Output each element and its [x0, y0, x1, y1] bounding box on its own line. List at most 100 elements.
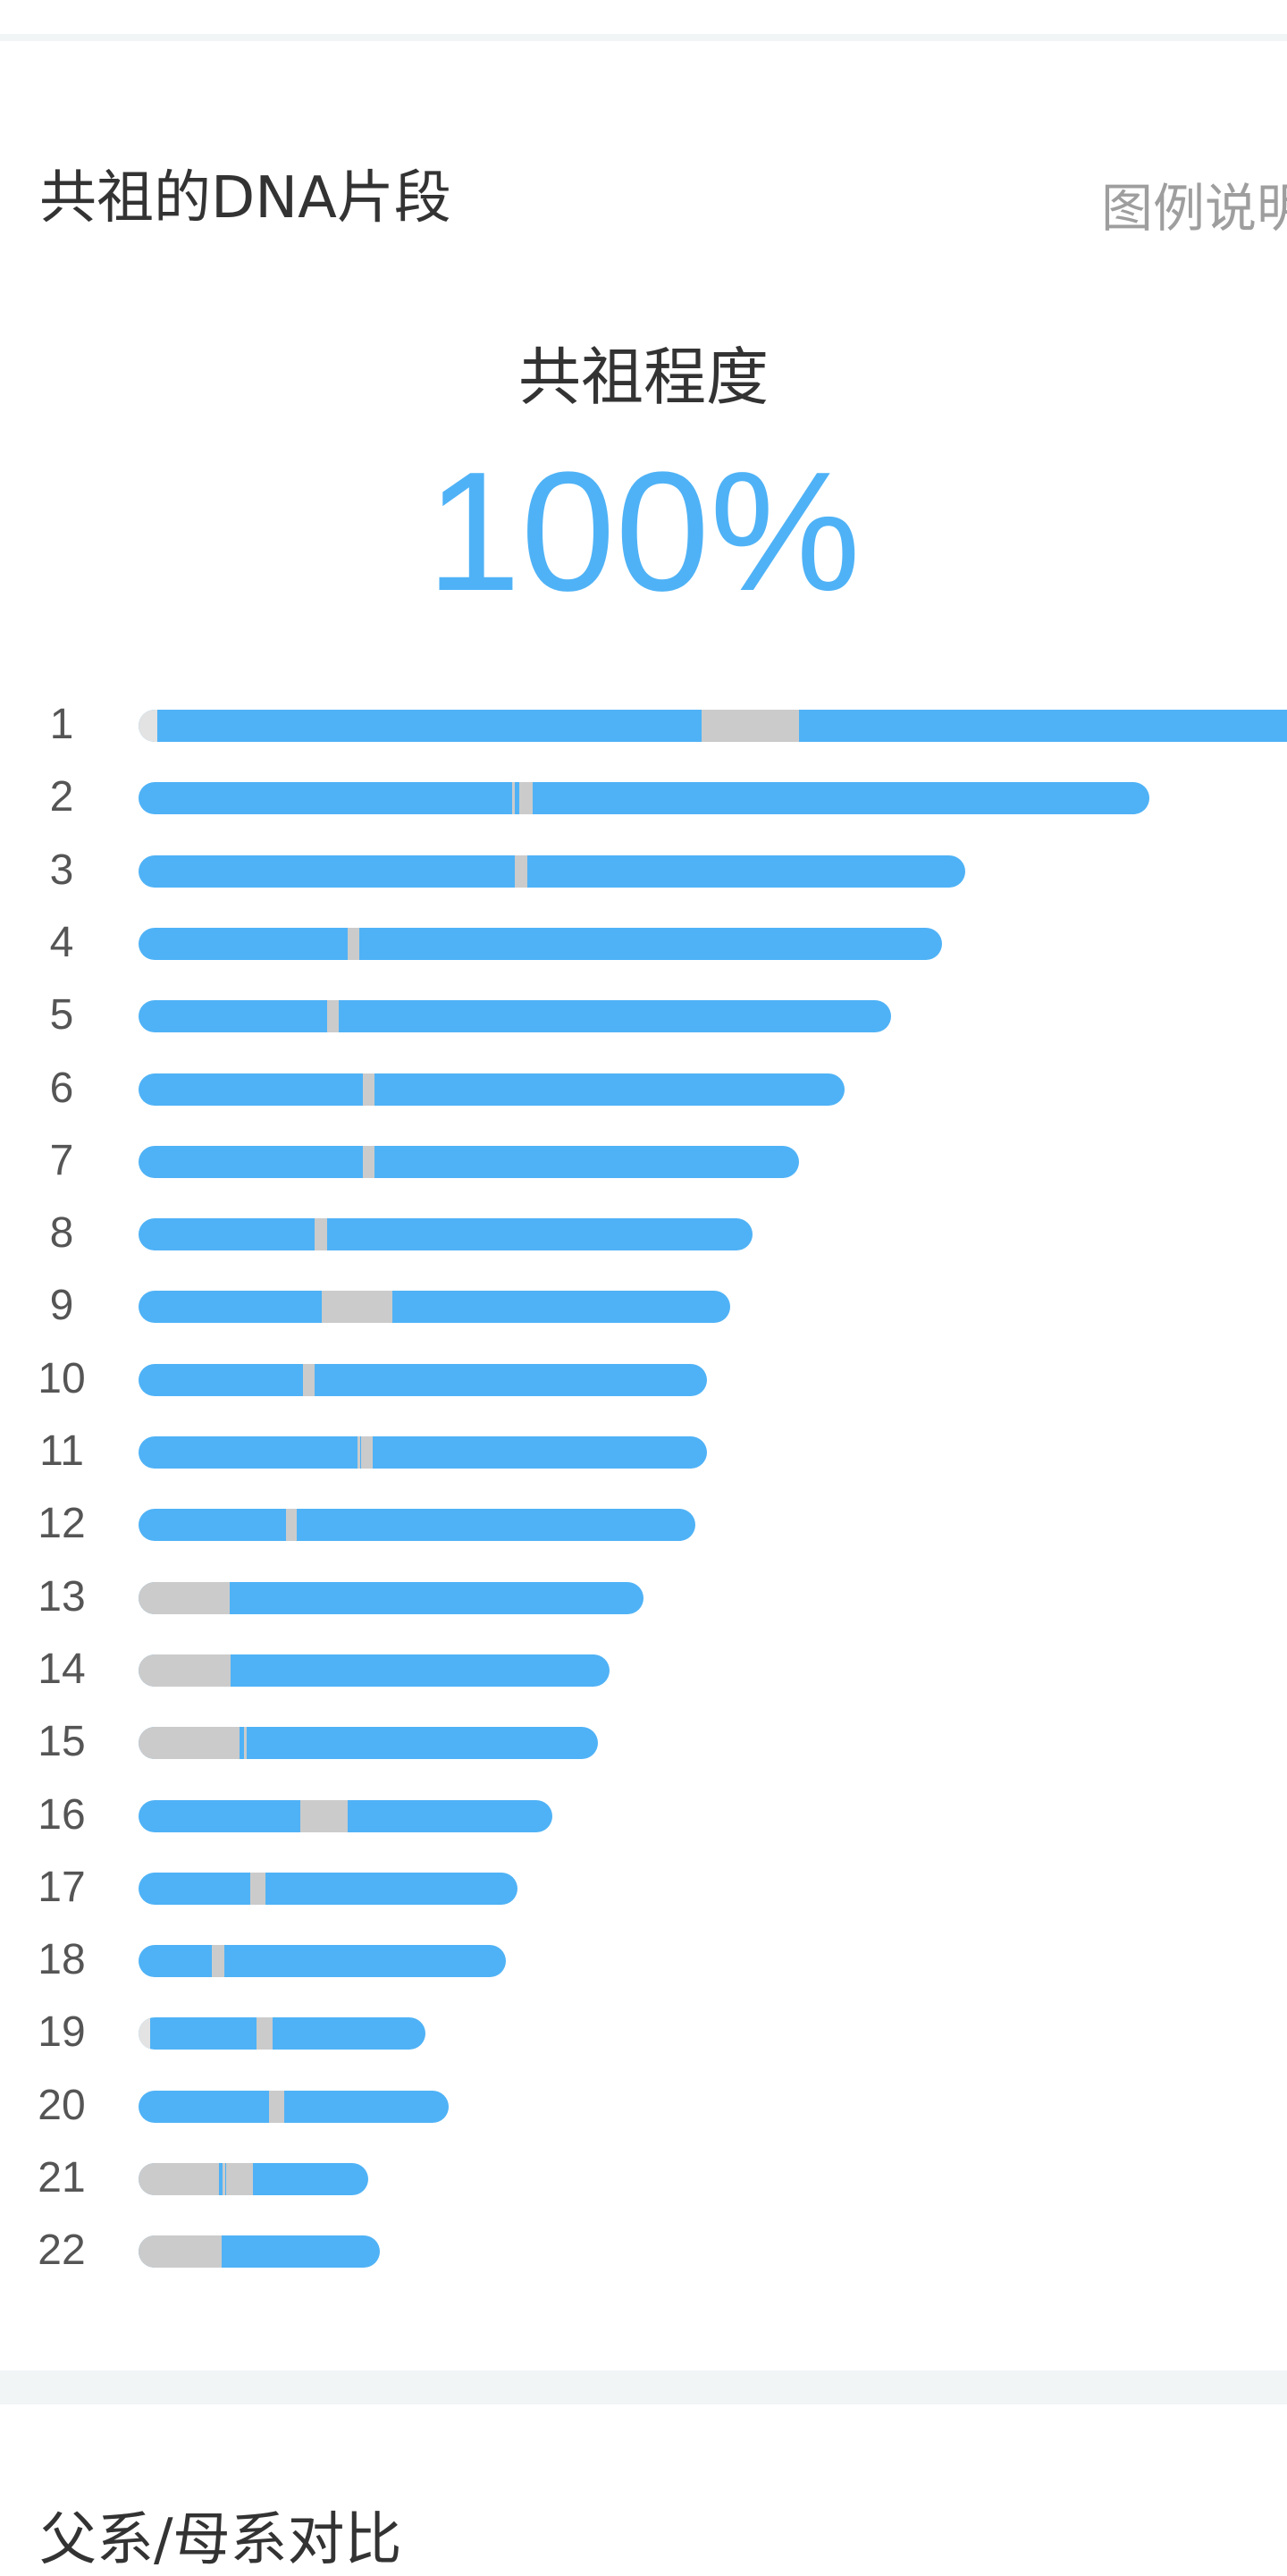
chromosome-row: 19: [0, 2005, 1287, 2060]
chromosome-label: 21: [38, 2154, 86, 2201]
chromosome-label: 18: [38, 1936, 86, 1984]
unshared-segment: [327, 1000, 339, 1033]
chromosome-row: 22: [0, 2223, 1287, 2278]
chromosome-bar: [139, 2090, 449, 2123]
chromosome-row: 14: [0, 1642, 1287, 1697]
unshared-segment: [512, 782, 515, 815]
paternal-maternal-title: 父系/母系对比: [39, 2507, 402, 2573]
chromosome-bar: [139, 1218, 753, 1251]
unshared-segment: [139, 1654, 231, 1687]
chromosome-row: 6: [0, 1061, 1287, 1116]
chromosome-bar: [139, 1145, 799, 1178]
chromosome-label: 19: [38, 2008, 86, 2057]
chromosome-row: 2: [0, 770, 1287, 825]
unshared-segment: [515, 854, 527, 888]
unshared-segment: [139, 2235, 222, 2269]
chromosome-row: 16: [0, 1788, 1287, 1843]
chromosome-row: 17: [0, 1860, 1287, 1915]
chromosome-bar: [139, 1436, 707, 1469]
chromosome-bar: [139, 710, 1287, 742]
chromosome-row: 11: [0, 1424, 1287, 1479]
chromosome-row: 13: [0, 1570, 1287, 1625]
chromosome-label: 1: [49, 701, 74, 748]
chromosome-bar: [139, 782, 1149, 815]
chromosome-label: 15: [38, 1718, 86, 1766]
chromosome-bar: [139, 1872, 517, 1905]
chromosome-label: 8: [49, 1209, 74, 1258]
unshared-segment: [139, 710, 157, 742]
chromosome-row: 12: [0, 1496, 1287, 1552]
chromosome-row: 18: [0, 1932, 1287, 1988]
chromosome-bar: [139, 927, 942, 960]
section-divider: [0, 2370, 1287, 2404]
chromosome-bar: [139, 2235, 380, 2269]
unshared-segment: [250, 1872, 265, 1905]
chromosome-label: 10: [38, 1354, 86, 1402]
chromosome-label: 5: [49, 991, 74, 1040]
chromosome-label: 13: [38, 1572, 86, 1621]
chromosome-label: 20: [38, 2081, 86, 2129]
chromosome-row: 5: [0, 988, 1287, 1043]
chromosome-row: 8: [0, 1206, 1287, 1261]
chromosome-label: 2: [49, 773, 74, 821]
chromosome-row: 10: [0, 1351, 1287, 1407]
chromosome-row: 3: [0, 843, 1287, 898]
chromosome-bar: [139, 1654, 610, 1687]
chromosome-row: 7: [0, 1133, 1287, 1189]
shared-dna-card-header: 共祖的DNA片段 图例说明: [0, 134, 1287, 250]
ancestry-degree-label: 共祖程度: [518, 341, 769, 414]
chromosome-row: 9: [0, 1278, 1287, 1334]
unshared-segment: [363, 1145, 374, 1178]
chromosome-bar: [139, 2163, 368, 2195]
chromosome-label: 11: [39, 1427, 84, 1475]
chromosome-bar: [139, 1000, 891, 1033]
unshared-segment: [315, 1218, 327, 1251]
unshared-segment: [223, 2163, 225, 2195]
chromosome-row: 21: [0, 2151, 1287, 2206]
chromosome-bar: [139, 1945, 506, 1978]
chromosome-bar: [139, 1363, 707, 1396]
legend-link[interactable]: 图例说明: [1101, 178, 1287, 239]
unshared-segment: [139, 2017, 150, 2050]
chromosome-bar: [139, 1291, 730, 1324]
chromosome-label: 22: [38, 2227, 86, 2275]
unshared-segment: [257, 2017, 273, 2050]
unshared-segment: [303, 1363, 315, 1396]
unshared-segment: [300, 1799, 348, 1832]
chromosome-row: 15: [0, 1714, 1287, 1770]
unshared-segment: [358, 1436, 360, 1469]
unshared-segment: [269, 2090, 284, 2123]
unshared-segment: [348, 927, 359, 960]
unshared-segment: [226, 2163, 253, 2195]
chromosome-bar: [139, 1727, 598, 1760]
unshared-segment: [363, 1073, 374, 1106]
unshared-segment: [286, 1509, 297, 1542]
chromosome-row: 1: [0, 697, 1287, 753]
top-strip: [0, 0, 1287, 41]
unshared-segment: [702, 710, 799, 742]
unshared-segment: [139, 2163, 219, 2195]
chromosome-row: 20: [0, 2078, 1287, 2134]
chromosome-label: 6: [49, 1064, 74, 1112]
chromosome-bar: [139, 2017, 425, 2050]
unshared-segment: [322, 1291, 392, 1324]
chromosome-label: 9: [49, 1282, 74, 1330]
chromosome-label: 4: [49, 918, 74, 966]
chromosome-bar: [139, 1581, 644, 1614]
chromosome-chart: 1 2 3 4 5 6 7 8 9 10 11 12 13 14 15 16 17 18 19 20 21 22: [0, 697, 1287, 2288]
chromosome-bar: [139, 1799, 552, 1832]
chromosome-label: 12: [38, 1500, 86, 1548]
chromosome-row: 4: [0, 915, 1287, 971]
chromosome-bar: [139, 1073, 845, 1106]
chromosome-label: 16: [38, 1790, 86, 1839]
section-title: 共祖的DNA片段: [39, 165, 451, 232]
unshared-segment: [361, 1436, 373, 1469]
chromosome-bar: [139, 1509, 695, 1542]
unshared-segment: [212, 1945, 224, 1978]
unshared-segment: [139, 1727, 240, 1760]
chromosome-bar: [139, 854, 965, 888]
chromosome-label: 14: [38, 1645, 86, 1693]
unshared-segment: [139, 1581, 230, 1614]
unshared-segment: [244, 1727, 247, 1760]
chromosome-label: 17: [38, 1863, 86, 1911]
